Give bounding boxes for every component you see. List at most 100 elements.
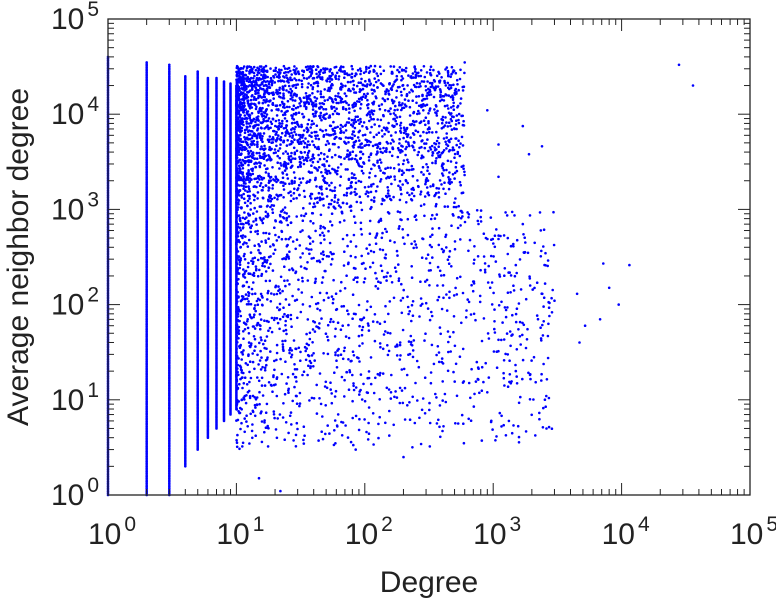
data-point [301, 133, 305, 137]
data-point [246, 125, 249, 129]
data-point [460, 165, 464, 168]
data-point [261, 196, 265, 200]
data-point [240, 184, 243, 187]
data-point [350, 72, 354, 76]
data-point [409, 75, 413, 78]
data-point [325, 195, 329, 198]
data-point [314, 110, 317, 113]
data-point [411, 174, 415, 178]
data-point [311, 155, 315, 158]
data-point [270, 109, 274, 112]
data-point [351, 150, 355, 153]
data-point [293, 121, 297, 125]
data-point [235, 166, 238, 170]
data-point [406, 158, 409, 162]
data-point [359, 150, 362, 154]
data-point [299, 165, 303, 168]
data-point [385, 88, 389, 91]
data-point [398, 66, 402, 69]
data-point [360, 77, 363, 81]
data-point [444, 192, 447, 195]
data-point [270, 79, 274, 83]
data-point [276, 198, 279, 201]
data-point [446, 71, 450, 74]
data-point [324, 128, 328, 132]
data-point [371, 144, 375, 148]
data-point [325, 187, 328, 190]
data-point [304, 156, 308, 160]
data-point [427, 120, 430, 123]
data-point [297, 111, 301, 114]
data-point [326, 155, 329, 158]
data-point [283, 169, 287, 172]
data-point [292, 146, 296, 150]
data-point [280, 68, 283, 72]
data-point [461, 89, 465, 92]
data-point [436, 85, 440, 88]
data-point [305, 145, 309, 149]
data-point [377, 165, 381, 168]
data-point [339, 155, 343, 159]
data-point [238, 177, 241, 181]
data-point [364, 94, 368, 98]
data-point [343, 70, 347, 73]
data-point [362, 121, 366, 124]
data-point [351, 130, 355, 133]
data-point [319, 151, 323, 155]
data-point [389, 142, 393, 145]
data-point [284, 71, 288, 74]
data-point [347, 103, 351, 107]
data-point [426, 165, 430, 169]
data-point [279, 181, 282, 184]
data-point [316, 147, 319, 150]
data-point [454, 137, 457, 140]
data-point [300, 125, 304, 128]
data-point [271, 118, 275, 121]
data-point [272, 129, 275, 133]
data-point [290, 73, 294, 76]
data-point [269, 99, 272, 102]
data-point [270, 141, 273, 144]
data-point [383, 99, 387, 103]
data-point [404, 70, 408, 73]
data-point [285, 89, 288, 92]
data-point [318, 76, 322, 79]
data-point [315, 185, 318, 188]
data-point [327, 164, 331, 168]
data-point [429, 185, 432, 188]
data-point [434, 204, 438, 208]
data-point [247, 90, 251, 93]
data-point [351, 144, 355, 148]
data-point [293, 138, 296, 141]
data-point [317, 166, 321, 169]
data-point [396, 108, 399, 112]
data-point [351, 157, 354, 160]
data-point [235, 74, 239, 78]
data-point [206, 76, 210, 80]
data-point [428, 172, 431, 176]
data-point [242, 184, 246, 188]
data-point [330, 82, 334, 86]
data-point [245, 111, 249, 114]
data-point [303, 151, 307, 154]
data-point [426, 138, 429, 141]
data-point [273, 196, 276, 200]
data-point [241, 145, 245, 149]
data-point [241, 120, 245, 124]
data-point [462, 167, 465, 170]
data-point [239, 171, 243, 175]
data-point [416, 179, 419, 182]
data-point [446, 81, 450, 85]
data-point [311, 112, 315, 116]
data-point [399, 129, 402, 133]
data-point [289, 97, 292, 101]
data-point [400, 173, 404, 176]
data-point [354, 102, 358, 106]
data-point [279, 79, 282, 82]
data-point [291, 157, 295, 160]
data-point [366, 195, 370, 198]
data-point [361, 134, 365, 137]
data-point [367, 185, 370, 189]
data-point [421, 139, 424, 142]
data-point [260, 145, 263, 148]
